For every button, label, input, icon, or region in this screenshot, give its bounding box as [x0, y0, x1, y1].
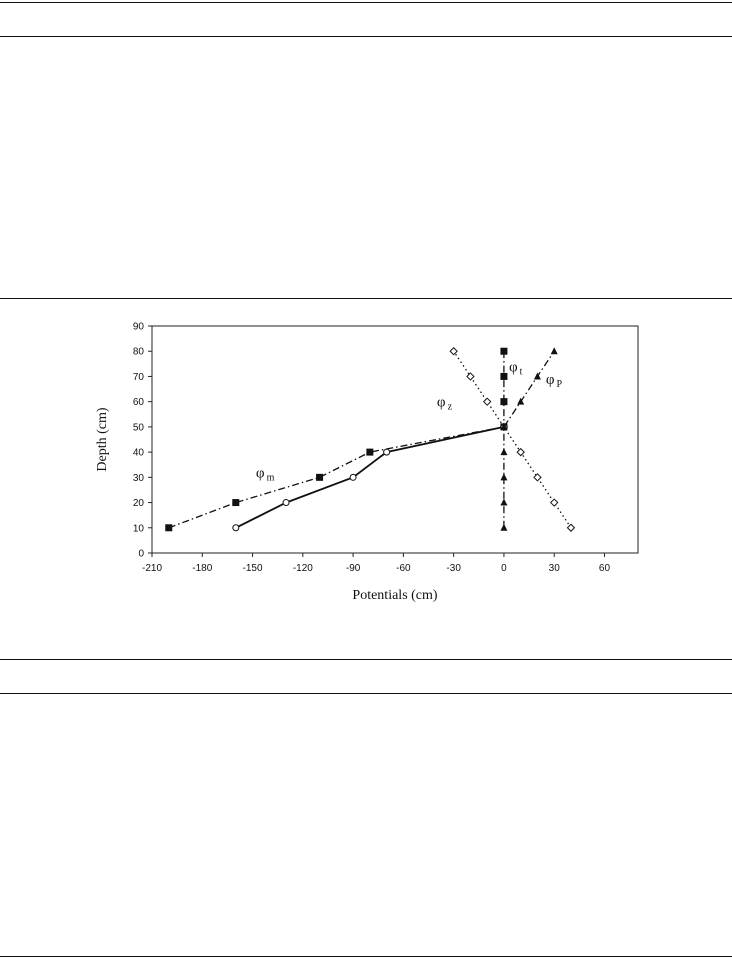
y-tick-label: 30 [133, 473, 145, 484]
point-t [316, 473, 324, 481]
point-m [232, 524, 240, 532]
point-z [566, 523, 576, 532]
x-tick-label: -30 [446, 563, 461, 574]
point-P [500, 523, 508, 531]
y-tick-label: 90 [133, 322, 145, 333]
point-z [533, 473, 542, 482]
point-m [349, 473, 357, 481]
series-line-t [168, 351, 505, 529]
x-tick-label: -60 [396, 563, 411, 574]
point-z [466, 372, 475, 381]
x-tick-label: -180 [192, 563, 212, 574]
section-rule [0, 298, 732, 299]
point-z [516, 447, 525, 457]
point-t [500, 398, 508, 406]
y-tick-label: 20 [133, 498, 145, 509]
x-tick-label: 60 [599, 563, 611, 574]
x-tick-label: -90 [346, 563, 361, 574]
column-rule [602, 693, 732, 694]
point-z [449, 347, 458, 356]
depth-potential-chart: -210 -180 -150 -120 -90 -60 -30 0 30 60 0 10 20 30 40… [95, 322, 639, 603]
y-tick-label: 0 [138, 549, 144, 560]
point-t [165, 524, 173, 532]
column-rule [466, 693, 598, 694]
bottom-rule [0, 956, 732, 957]
point-P [533, 372, 541, 380]
column-rule [466, 36, 598, 37]
point-P [550, 347, 558, 355]
y-tick-label: 50 [133, 422, 145, 433]
point-P [500, 498, 508, 506]
point-P [500, 448, 508, 456]
point-P [500, 422, 508, 430]
y-tick-label: 10 [133, 523, 145, 534]
y-tick-label: 60 [133, 397, 145, 408]
x-tick-label: 0 [501, 563, 507, 574]
point-m [282, 499, 290, 507]
point-t [500, 347, 508, 355]
series-layer [165, 347, 576, 532]
point-t [232, 499, 240, 507]
x-tick-label: 30 [549, 563, 561, 574]
y-tick-label: 70 [133, 372, 145, 383]
point-P [517, 397, 525, 405]
y-tick-label: 80 [133, 347, 145, 358]
y-axis: 0 10 20 30 40 50 60 70 80 90 [133, 322, 152, 560]
column-rule [188, 36, 320, 37]
point-z [482, 397, 492, 406]
column-rule [324, 693, 462, 694]
series-t [165, 347, 508, 532]
series-labels: φ m φ t φ z φ P [256, 359, 563, 483]
plot-frame [151, 325, 639, 554]
column-rule [324, 36, 462, 37]
series-P [500, 347, 558, 531]
x-tick-label: -120 [293, 563, 313, 574]
point-t [366, 448, 374, 456]
x-axis-title: Potentials (cm) [352, 588, 437, 603]
point-t [500, 372, 508, 380]
column-rule [0, 36, 184, 37]
point-z [549, 498, 559, 507]
column-rule [188, 693, 320, 694]
series-line-P [503, 350, 555, 528]
y-axis-title: Depth (cm) [95, 407, 110, 471]
x-axis: -210 -180 -150 -120 -90 -60 -30 0 30 60 [142, 553, 610, 574]
y-tick-label: 40 [133, 448, 145, 459]
x-tick-label: -150 [243, 563, 263, 574]
x-tick-label: -210 [142, 563, 162, 574]
point-P [500, 473, 508, 481]
column-rule [602, 36, 732, 37]
series-line-z [453, 350, 572, 529]
top-rule [0, 2, 732, 3]
point-m [383, 448, 391, 456]
lower-top-rule [0, 659, 732, 660]
series-line-m [235, 426, 505, 529]
column-rule [0, 693, 184, 694]
